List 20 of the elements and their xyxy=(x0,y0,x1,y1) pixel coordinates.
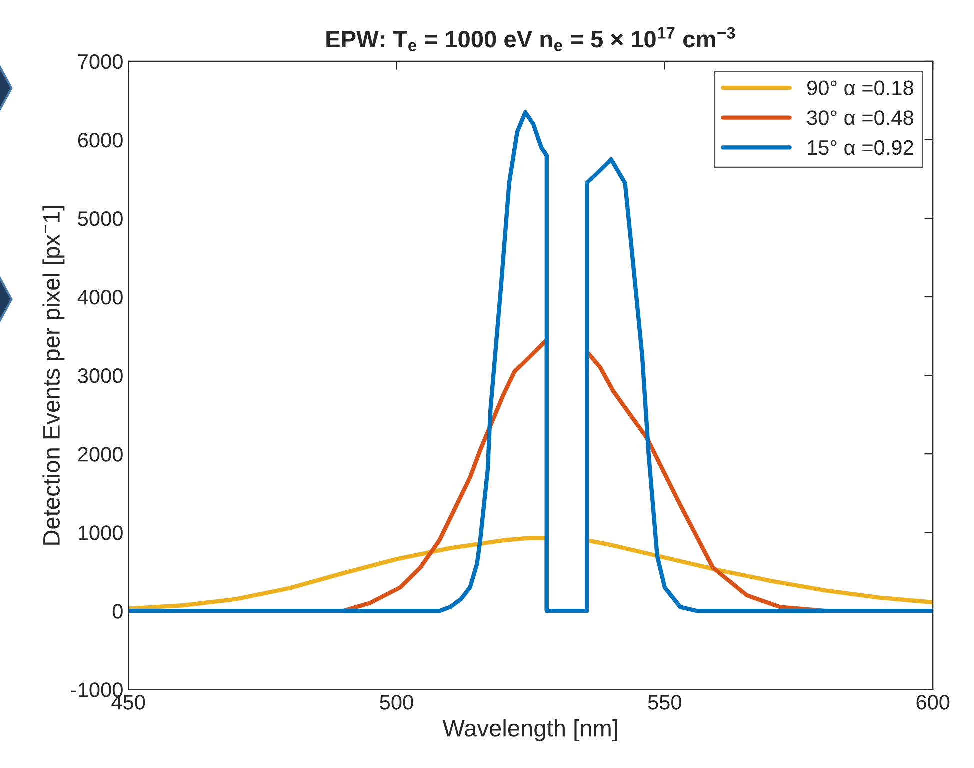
x-tick-label: 600 xyxy=(916,695,950,710)
y-tick-label: 5000 xyxy=(78,211,123,226)
x-tick-label: 450 xyxy=(112,695,146,710)
legend-label: 90° α =0.18 xyxy=(807,80,914,96)
x-axis-title: Wavelength [nm] xyxy=(442,720,618,742)
y-tick-label: 1000 xyxy=(78,526,123,540)
legend-label: 15° α =0.92 xyxy=(808,140,914,156)
y-tick-label: 0 xyxy=(112,604,123,619)
y-tick-label: 4000 xyxy=(78,290,123,305)
y-tick-label: -1000 xyxy=(71,682,123,698)
chart-title: EPW: T$_{e}$ = 1000 eV n$_{e}$ = 5 × 10$^{17}$ cm$^{−3}$ xyxy=(326,27,736,52)
x-tick-label: 500 xyxy=(380,695,414,710)
y-tick-label: 3000 xyxy=(78,368,123,384)
legend-label: 30° α =0.48 xyxy=(807,110,914,126)
y-tick-label: 2000 xyxy=(78,447,123,462)
x-tick-label: 550 xyxy=(648,695,682,710)
line-series xyxy=(128,110,934,614)
y-axis-title: Detection Events per pixel [px$^{−}$1] xyxy=(42,206,65,545)
y-tick-label: 7000 xyxy=(78,54,123,70)
y-tick-label: 6000 xyxy=(78,132,123,148)
